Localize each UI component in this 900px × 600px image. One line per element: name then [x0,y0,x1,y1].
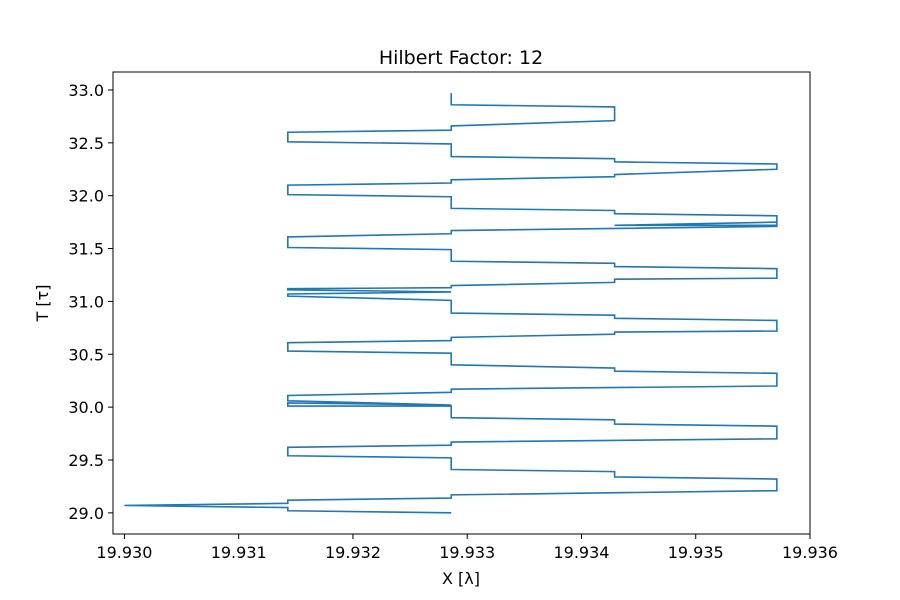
y-tick-label: 31.0 [68,292,104,311]
y-tick-label: 32.5 [68,134,104,153]
x-axis: 19.930 19.931 19.932 19.933 19.934 19.935 19.9… [96,534,838,562]
x-tick-label: 19.934 [553,543,609,562]
x-tick-label: 19.936 [782,543,838,562]
x-tick-label: 19.935 [668,543,724,562]
x-tick-label: 19.932 [325,543,381,562]
y-tick-label: 30.5 [68,345,104,364]
plot-frame [112,71,811,535]
series-line-0 [124,93,778,514]
y-axis-label: T [τ] [33,285,52,323]
x-axis-label: X [λ] [442,569,480,588]
y-tick-label: 29.5 [68,451,104,470]
y-tick-label: 29.0 [68,504,104,523]
x-tick-label: 19.930 [96,543,152,562]
y-axis: 29.0 29.5 30.0 30.5 31.0 31.5 32.0 32.5 33.0 [68,81,113,523]
y-tick-label: 32.0 [68,187,104,206]
y-tick-label: 30.0 [68,398,104,417]
y-tick-label: 33.0 [68,81,104,100]
x-tick-label: 19.931 [211,543,267,562]
x-tick-label: 19.933 [439,543,495,562]
chart-title: Hilbert Factor: 12 [379,47,543,69]
y-tick-label: 31.5 [68,240,104,259]
series-layer [124,93,778,514]
